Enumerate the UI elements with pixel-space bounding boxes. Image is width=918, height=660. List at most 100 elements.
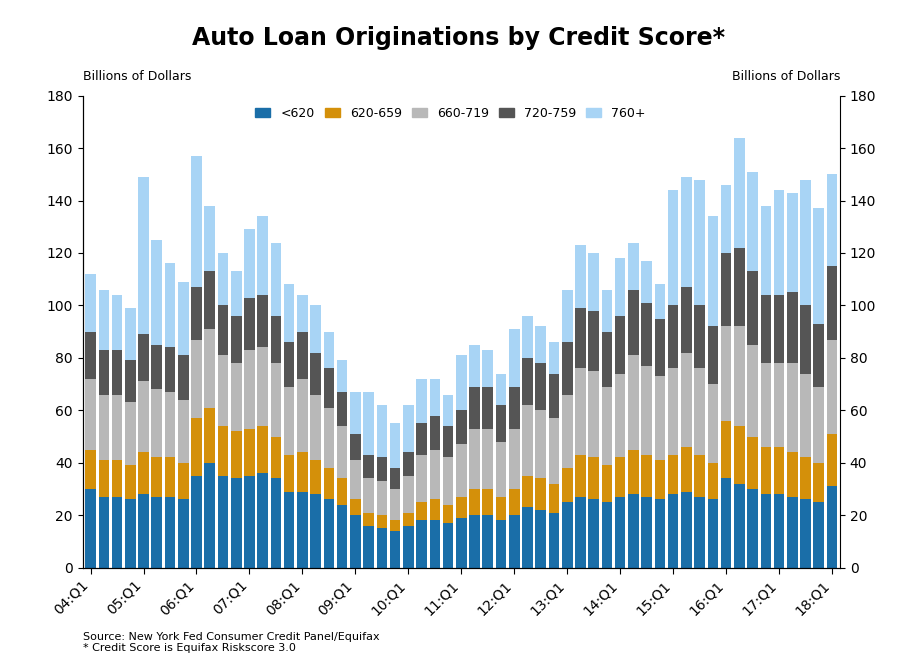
Bar (721, 421, 732, 478)
Bar (562, 342, 573, 395)
Bar (390, 531, 400, 568)
Bar (813, 324, 824, 387)
Bar (496, 442, 507, 497)
Bar (642, 366, 652, 455)
Bar (535, 363, 546, 411)
Bar (271, 242, 281, 316)
Text: Billions of Dollars: Billions of Dollars (732, 69, 840, 82)
Bar (403, 513, 414, 525)
Bar (191, 418, 202, 476)
Bar (257, 426, 268, 473)
Bar (588, 371, 599, 457)
Bar (576, 455, 586, 497)
Bar (496, 520, 507, 568)
Bar (430, 520, 440, 568)
Bar (350, 392, 361, 434)
Bar (509, 387, 520, 428)
Bar (231, 431, 241, 478)
Bar (813, 209, 824, 324)
Legend: <620, 620-659, 660-719, 720-759, 760+: <620, 620-659, 660-719, 720-759, 760+ (255, 107, 645, 119)
Bar (588, 457, 599, 500)
Bar (615, 497, 625, 568)
Bar (218, 476, 229, 568)
Bar (509, 329, 520, 387)
Bar (416, 455, 427, 502)
Bar (601, 502, 612, 568)
Bar (747, 489, 758, 568)
Bar (442, 426, 453, 457)
Bar (310, 395, 321, 460)
Bar (456, 444, 466, 497)
Bar (642, 455, 652, 497)
Bar (655, 376, 666, 460)
Bar (297, 379, 308, 452)
Bar (694, 368, 705, 455)
Bar (721, 253, 732, 327)
Bar (615, 374, 625, 457)
Bar (205, 463, 215, 568)
Bar (337, 426, 347, 478)
Bar (178, 282, 188, 355)
Bar (271, 316, 281, 363)
Bar (390, 489, 400, 520)
Bar (708, 327, 718, 384)
Bar (549, 418, 559, 484)
Bar (760, 206, 771, 295)
Bar (205, 329, 215, 408)
Bar (456, 518, 466, 568)
Bar (681, 177, 691, 287)
Bar (178, 355, 188, 400)
Bar (350, 434, 361, 460)
Bar (535, 327, 546, 363)
Bar (721, 327, 732, 421)
Bar (708, 216, 718, 327)
Bar (576, 497, 586, 568)
Bar (800, 306, 811, 374)
Bar (456, 497, 466, 518)
Bar (430, 449, 440, 500)
Bar (112, 395, 122, 460)
Bar (112, 350, 122, 395)
Bar (85, 449, 95, 489)
Bar (562, 290, 573, 342)
Bar (390, 424, 400, 468)
Bar (271, 363, 281, 436)
Bar (655, 284, 666, 319)
Bar (442, 395, 453, 426)
Bar (231, 478, 241, 568)
Bar (549, 342, 559, 374)
Bar (284, 284, 295, 342)
Bar (218, 426, 229, 476)
Bar (509, 515, 520, 568)
Bar (310, 306, 321, 352)
Bar (456, 355, 466, 411)
Bar (774, 190, 784, 295)
Bar (112, 497, 122, 568)
Bar (588, 311, 599, 371)
Bar (774, 295, 784, 363)
Bar (271, 478, 281, 568)
Bar (376, 515, 387, 528)
Bar (813, 502, 824, 568)
Bar (628, 355, 639, 449)
Bar (297, 332, 308, 379)
Bar (509, 489, 520, 515)
Bar (601, 290, 612, 331)
Bar (642, 303, 652, 366)
Text: Billions of Dollars: Billions of Dollars (83, 69, 191, 82)
Bar (151, 497, 162, 568)
Bar (747, 345, 758, 436)
Bar (813, 387, 824, 463)
Bar (139, 381, 149, 452)
Bar (522, 405, 532, 476)
Bar (297, 452, 308, 492)
Bar (562, 468, 573, 502)
Bar (681, 352, 691, 447)
Bar (522, 508, 532, 568)
Bar (442, 505, 453, 523)
Bar (813, 463, 824, 502)
Bar (787, 292, 798, 363)
Bar (112, 295, 122, 350)
Bar (576, 245, 586, 308)
Bar (774, 494, 784, 568)
